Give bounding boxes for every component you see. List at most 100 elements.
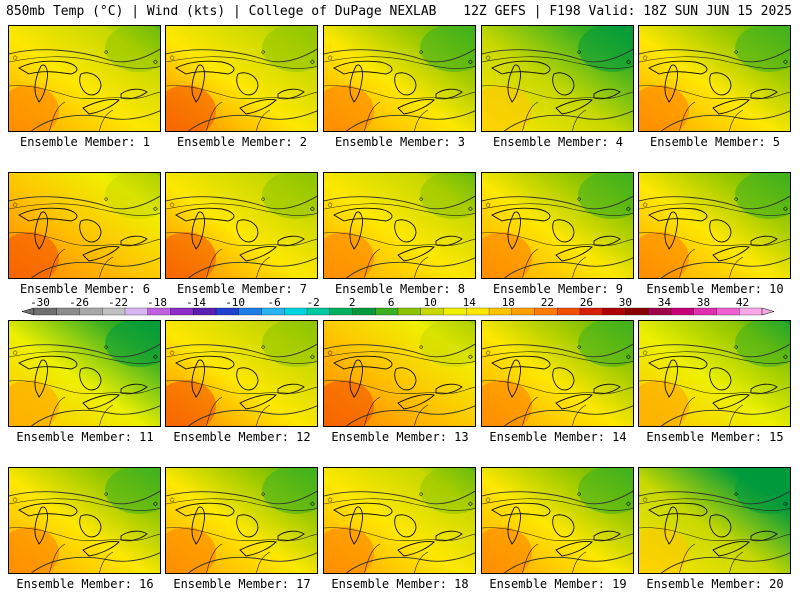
state-border — [324, 498, 475, 511]
state-border — [679, 543, 696, 573]
lake-outline — [552, 72, 575, 96]
ensemble-member-label: Ensemble Member: 20 — [646, 577, 784, 591]
lake-outline — [333, 502, 393, 517]
warm-region — [482, 232, 532, 278]
state-border — [9, 232, 160, 247]
colorbar-tick-label: 34 — [658, 296, 672, 309]
station-star-icon: ✩ — [642, 199, 649, 210]
lake-outline — [34, 64, 48, 103]
lake-outline — [333, 355, 393, 370]
lake-outline — [239, 394, 277, 410]
station-diamond-icon: ◇ — [419, 48, 424, 56]
lake-outline — [236, 219, 259, 243]
colorbar-segment — [261, 307, 285, 316]
lake-outline — [82, 394, 120, 410]
lake-outline — [648, 502, 708, 517]
station-star-icon: ✩ — [169, 494, 176, 505]
state-border — [49, 248, 66, 278]
station-diamond-icon: ◇ — [153, 352, 158, 361]
station-star-icon: ✩ — [327, 52, 334, 63]
cool-region — [735, 321, 790, 367]
state-border — [9, 498, 160, 511]
state-border — [256, 551, 271, 573]
lake-outline — [397, 99, 435, 115]
header-title: 850mb Temp (°C) | Wind (kts) | College o… — [6, 4, 437, 19]
ensemble-member-label: Ensemble Member: 10 — [646, 282, 784, 296]
colorbar-tick-label: -18 — [147, 296, 167, 309]
ensemble-member-map: ✩ ◇ ◇ — [165, 467, 318, 574]
state-border — [639, 85, 790, 100]
state-border — [166, 56, 317, 69]
state-border — [639, 380, 790, 395]
ensemble-member-map: ✩ ◇ ◇ — [323, 467, 476, 574]
state-border — [639, 351, 790, 364]
lake-outline — [397, 246, 435, 262]
ensemble-member-map: ✩ ◇ ◇ — [323, 320, 476, 427]
lake-outline — [82, 541, 120, 557]
height-contour — [187, 405, 317, 426]
colorbar-segment — [147, 307, 171, 316]
lake-outline — [349, 359, 363, 398]
lake-outline — [712, 394, 750, 410]
colorbar-segment — [352, 307, 376, 316]
lake-outline — [712, 246, 750, 262]
height-contour — [660, 257, 790, 278]
lake-outline — [236, 367, 259, 391]
height-contour — [9, 48, 160, 63]
station-star-icon: ✩ — [642, 52, 649, 63]
cool-region — [578, 173, 633, 219]
ensemble-member-label: Ensemble Member: 13 — [331, 430, 469, 444]
ensemble-member-label: Ensemble Member: 17 — [173, 577, 311, 591]
lake-outline — [277, 383, 305, 395]
state-border — [324, 380, 475, 395]
ensemble-member-label: Ensemble Member: 18 — [331, 577, 469, 591]
station-star-icon: ✩ — [169, 347, 176, 358]
state-border — [324, 232, 475, 247]
height-contour — [660, 405, 790, 426]
state-border — [99, 404, 114, 426]
lake-outline — [34, 359, 48, 398]
lake-outline — [277, 235, 305, 247]
lake-outline — [709, 219, 732, 243]
colorbar-segment — [466, 307, 490, 316]
lake-outline — [120, 383, 148, 395]
state-border — [482, 527, 633, 542]
cool-region — [420, 321, 475, 367]
warm-region — [324, 527, 374, 573]
lake-outline — [507, 211, 521, 250]
state-border — [522, 543, 539, 573]
state-border — [364, 543, 381, 573]
ensemble-member-label: Ensemble Member: 1 — [19, 135, 151, 149]
colorbar-segment — [443, 307, 467, 316]
lake-outline — [394, 219, 417, 243]
height-contour — [30, 552, 160, 573]
lake-outline — [120, 88, 148, 100]
lake-outline — [34, 211, 48, 250]
lake-outline — [491, 355, 551, 370]
cool-region — [262, 173, 317, 219]
state-border — [324, 351, 475, 364]
lake-outline — [664, 506, 678, 545]
station-diamond-icon: ◇ — [734, 490, 739, 498]
colorbar-segment — [579, 307, 604, 316]
lake-outline — [333, 60, 393, 75]
state-border — [414, 404, 429, 426]
lake-outline — [394, 514, 417, 538]
lake-outline — [593, 530, 621, 542]
state-border — [482, 85, 633, 100]
colorbar-tick-label: -14 — [186, 296, 206, 309]
state-border — [639, 527, 790, 542]
state-border — [364, 248, 381, 278]
station-diamond-icon: ◇ — [783, 352, 788, 361]
station-diamond-icon: ◇ — [419, 195, 424, 203]
colorbar-left-arrow — [21, 307, 35, 316]
colorbar-tick-label: 22 — [541, 296, 554, 309]
lake-outline — [333, 207, 393, 222]
state-border — [166, 232, 317, 247]
colorbar-segment — [739, 307, 763, 316]
station-star-icon: ✩ — [327, 494, 334, 505]
height-contour — [639, 490, 790, 505]
ensemble-member-map: ✩ ◇ ◇ — [638, 172, 791, 279]
warm-region — [166, 380, 216, 426]
station-diamond-icon: ◇ — [577, 490, 582, 498]
